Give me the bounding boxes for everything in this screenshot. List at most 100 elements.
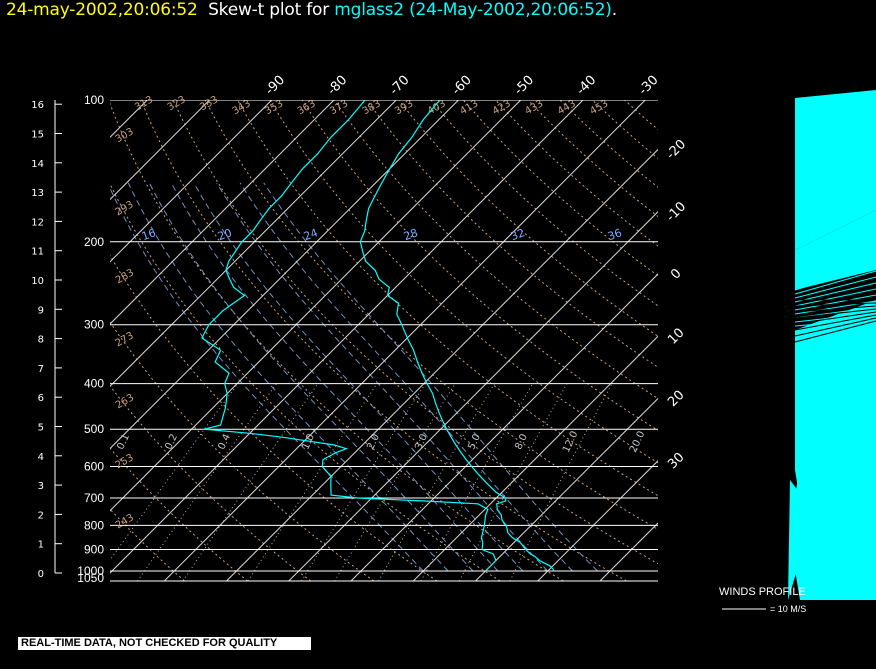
wind-barb-line bbox=[794, 270, 876, 295]
theta-label: 353 bbox=[263, 98, 285, 117]
title-plot-label: Skew-t plot for bbox=[208, 0, 330, 20]
label-layer: 1002003004005006007008009001000105001234… bbox=[31, 73, 689, 585]
height-tick-label: 8 bbox=[38, 335, 44, 346]
thetae-label: 28 bbox=[402, 226, 420, 243]
dry-adiabat-line bbox=[110, 321, 375, 581]
height-tick-label: 14 bbox=[31, 159, 44, 170]
data-quality-banner: REAL-TIME DATA, NOT CHECKED FOR QUALITY bbox=[18, 637, 311, 650]
theta-label: 333 bbox=[198, 94, 220, 113]
theta-label: 303 bbox=[114, 126, 136, 145]
theta-label: 373 bbox=[328, 98, 350, 117]
height-tick-label: 6 bbox=[38, 393, 44, 404]
theta-label: 393 bbox=[393, 98, 415, 117]
title-station: mglass2 (24-May-2002,20:06:52) bbox=[334, 0, 612, 20]
theta-label: 453 bbox=[588, 98, 610, 117]
mixing-ratio-label: 3.0 bbox=[413, 432, 430, 451]
temperature-top-label: -30 bbox=[636, 73, 662, 99]
pressure-tick-label: 400 bbox=[84, 377, 104, 391]
height-tick-label: 9 bbox=[38, 305, 44, 316]
height-tick-label: 3 bbox=[38, 481, 44, 492]
wind-barb-line bbox=[794, 294, 876, 311]
dry-adiabat-line bbox=[140, 100, 627, 581]
isotherm-line bbox=[288, 211, 658, 581]
mixing-ratio-label: 8.0 bbox=[513, 432, 530, 451]
moist-adiabat-line bbox=[170, 182, 499, 572]
isotherm-line bbox=[350, 273, 658, 581]
theta-label: 273 bbox=[114, 330, 136, 349]
theta-label: 253 bbox=[114, 452, 136, 471]
theta-label: 323 bbox=[166, 94, 188, 113]
pressure-tick-label: 700 bbox=[84, 491, 104, 505]
temperature-right-label: -20 bbox=[664, 137, 690, 163]
title-datetime: 24-may-2002,20:06:52 bbox=[6, 0, 198, 20]
pressure-tick-label: 200 bbox=[84, 235, 104, 249]
height-tick-label: 11 bbox=[31, 247, 44, 258]
dewpoint-trace bbox=[201, 100, 497, 572]
wind-scale-line bbox=[722, 608, 766, 610]
temperature-top-label: -40 bbox=[574, 73, 600, 99]
wind-gap-line bbox=[794, 314, 876, 331]
isotherm-line bbox=[110, 100, 335, 325]
isotherm-line bbox=[110, 100, 522, 512]
mixing-ratio-label: 5.0 bbox=[466, 432, 483, 451]
theta-label: 283 bbox=[114, 267, 136, 286]
winds-profile-title: WINDS PROFILE bbox=[719, 586, 806, 598]
dry-adiabat-line bbox=[172, 100, 658, 565]
mixing-ratio-line bbox=[110, 383, 239, 561]
thetae-label: 24 bbox=[302, 226, 320, 243]
theta-label: 423 bbox=[491, 98, 513, 117]
mixing-ratio-line bbox=[334, 383, 456, 581]
height-tick-label: 5 bbox=[38, 423, 44, 434]
isotherm-line bbox=[110, 100, 459, 450]
theta-label: 343 bbox=[231, 98, 253, 117]
dry-adiabat-line bbox=[110, 102, 564, 581]
isotherm-line bbox=[163, 100, 646, 581]
moist-adiabat-line bbox=[193, 182, 524, 572]
wind-barb-stem bbox=[788, 480, 805, 600]
dry-adiabat-line bbox=[398, 100, 658, 337]
theta-label: 363 bbox=[296, 98, 318, 117]
wind-barb-line bbox=[794, 264, 876, 291]
wind-barb-line bbox=[794, 282, 876, 303]
mixing-ratio-line bbox=[247, 383, 378, 581]
temperature-top-label: -50 bbox=[511, 73, 537, 99]
mixing-ratio-label: 0.2 bbox=[163, 432, 180, 451]
height-tick-label: 7 bbox=[38, 364, 44, 375]
theta-label: 263 bbox=[114, 392, 136, 411]
temperature-top-label: -90 bbox=[262, 73, 288, 99]
height-tick-label: 10 bbox=[31, 276, 44, 287]
mixing-ratio-label: 0.1 bbox=[115, 432, 132, 451]
temperature-right-label: 20 bbox=[665, 388, 687, 410]
dry-adiabat-line bbox=[110, 385, 312, 581]
pressure-tick-label: 300 bbox=[84, 318, 104, 332]
dry-adiabat-line bbox=[110, 182, 501, 581]
thetae-label: 32 bbox=[509, 226, 527, 243]
height-tick-label: 13 bbox=[31, 188, 44, 199]
pressure-tick-label: 1000 bbox=[77, 564, 104, 578]
temperature-top-label: -70 bbox=[387, 73, 413, 99]
trace-layer bbox=[201, 100, 555, 572]
isotherm-line bbox=[110, 100, 584, 574]
moist-adiabat-line bbox=[239, 182, 573, 572]
mixing-ratio-label: 2.0 bbox=[365, 432, 382, 451]
grid-layer bbox=[110, 100, 658, 581]
thetae-label: 16 bbox=[140, 226, 158, 243]
pressure-tick-label: 500 bbox=[84, 422, 104, 436]
theta-label: 313 bbox=[133, 94, 155, 113]
mixing-ratio-label: 20.0 bbox=[628, 430, 647, 455]
isotherm-line bbox=[475, 397, 658, 581]
mixing-ratio-label: 12.0 bbox=[561, 430, 580, 455]
wind-gap-line bbox=[794, 311, 876, 325]
thetae-label: 20 bbox=[216, 226, 234, 243]
mixing-ratio-line bbox=[182, 383, 319, 581]
dry-adiabat-line bbox=[110, 447, 249, 581]
temperature-top-label: -60 bbox=[449, 73, 475, 99]
height-tick-label: 16 bbox=[31, 100, 44, 111]
height-tick-label: 2 bbox=[38, 510, 44, 521]
wind-barb-fill-mid bbox=[795, 210, 876, 290]
mixing-ratio-line bbox=[301, 383, 426, 581]
pressure-tick-label: 100 bbox=[84, 93, 104, 107]
isotherm-line bbox=[110, 100, 397, 387]
pressure-tick-label: 1050 bbox=[77, 571, 104, 585]
moist-adiabat-line bbox=[216, 182, 549, 572]
